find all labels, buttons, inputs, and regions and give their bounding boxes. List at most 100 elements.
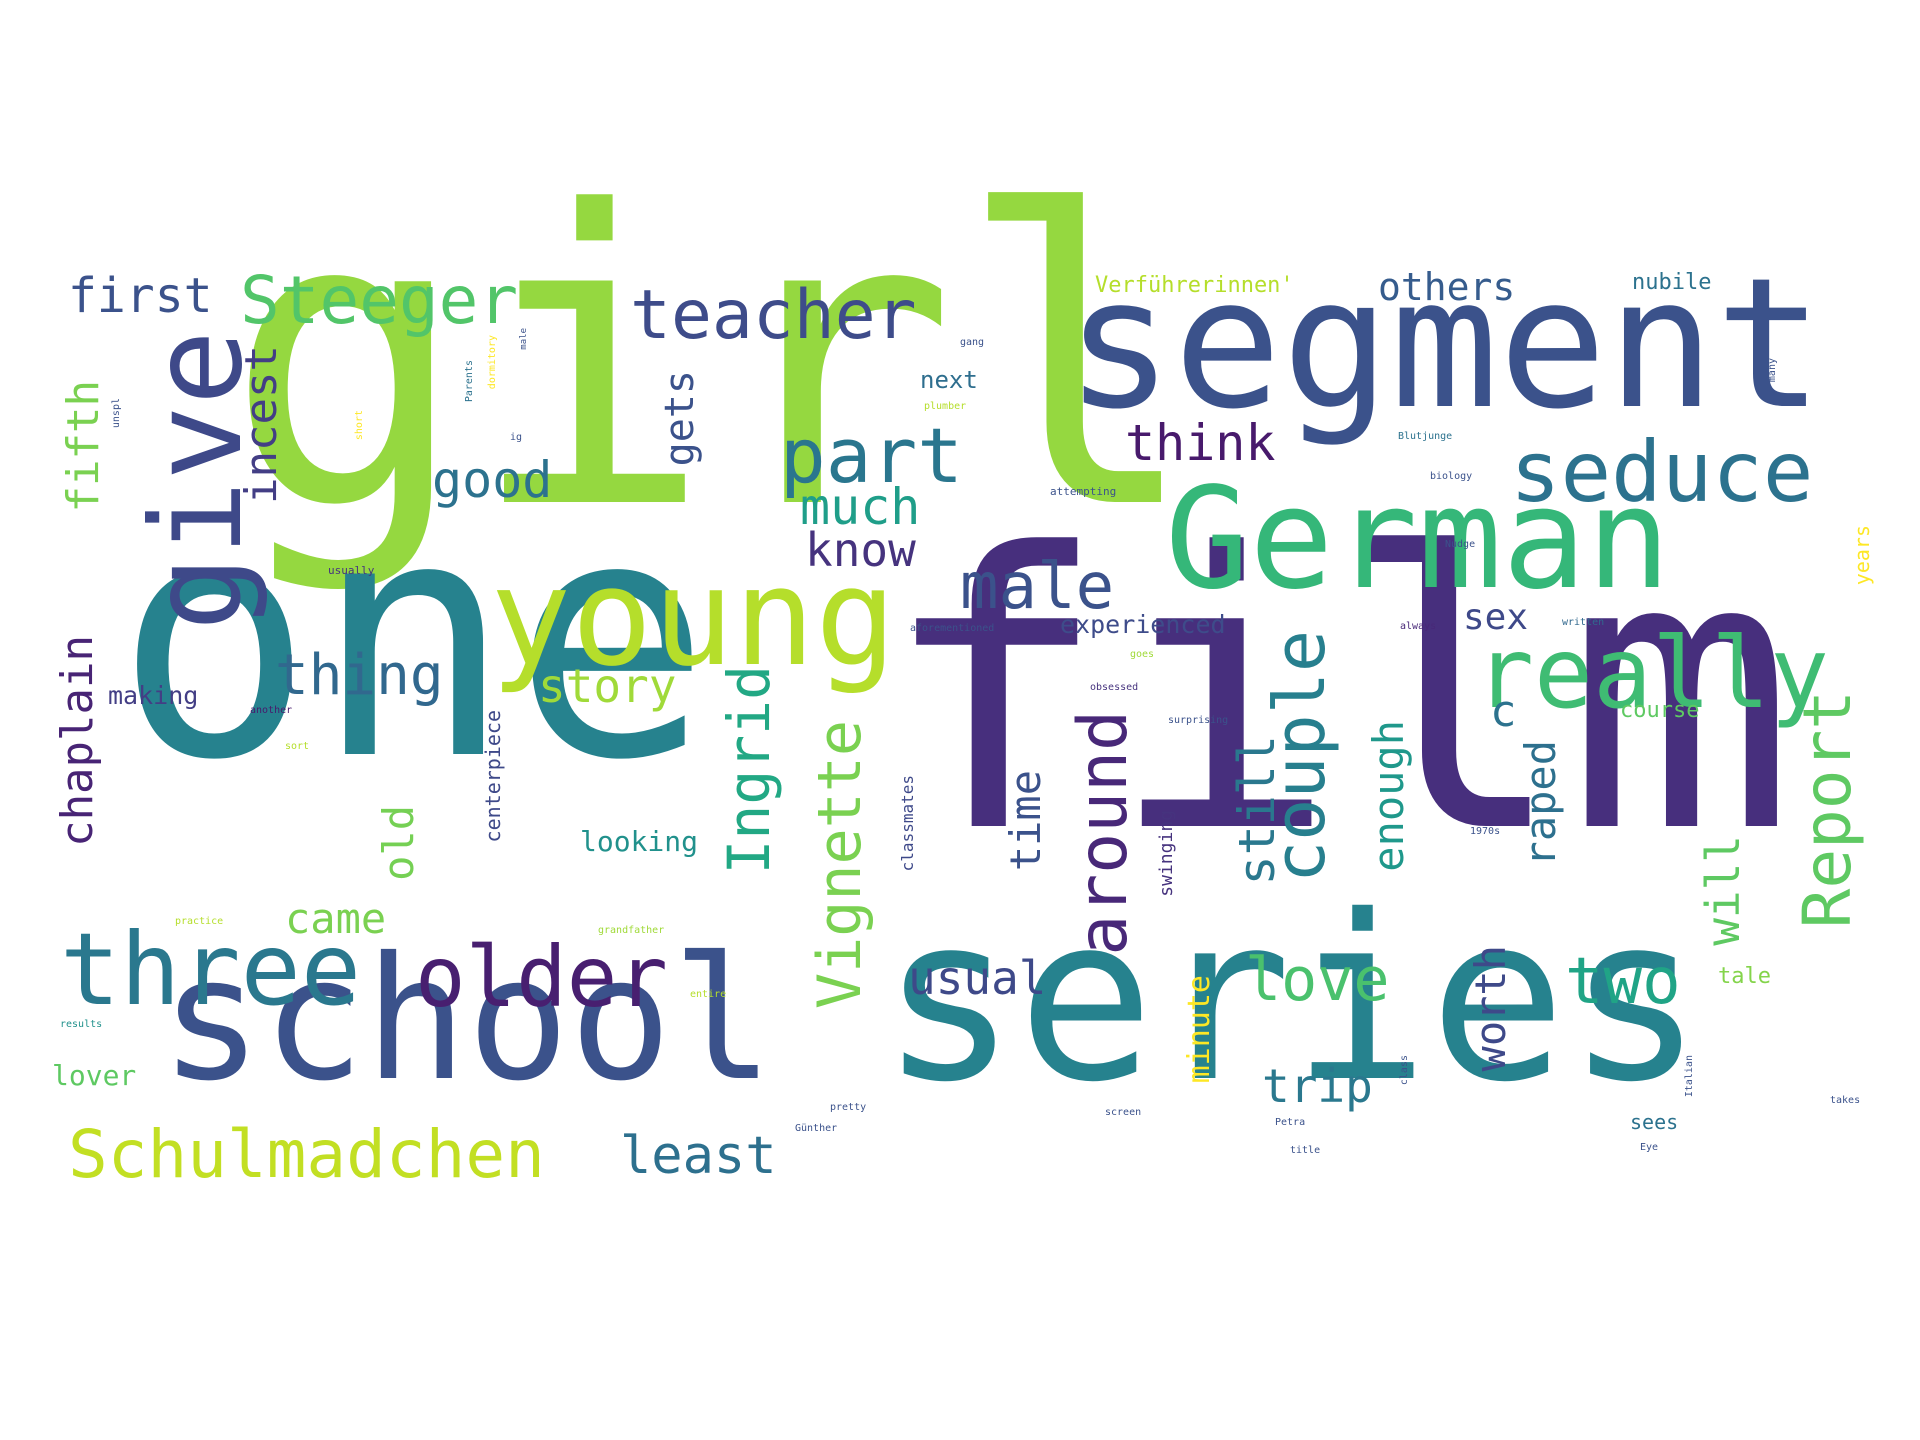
word-older: older: [415, 928, 668, 1026]
word-raped: raped: [1516, 740, 1565, 867]
word-part: part: [780, 411, 964, 500]
word-know: know: [805, 523, 916, 577]
word-Verfuehrerinnen: Verführerinnen': [1095, 273, 1294, 298]
word-around: around: [1064, 710, 1143, 956]
word-thing: thing: [275, 643, 444, 708]
word-another: another: [250, 705, 293, 716]
word-entire: entire: [690, 989, 727, 1000]
word-young: young: [490, 539, 897, 696]
word-lover: lover: [52, 1059, 137, 1092]
word-class: class: [1399, 1055, 1410, 1086]
word-gets: gets: [657, 370, 703, 467]
word-German: German: [1165, 458, 1671, 621]
word-Schulmadchen: Schulmadchen: [68, 1116, 545, 1193]
word-Nudge: Nudge: [1445, 539, 1476, 550]
word-old: old: [374, 805, 423, 881]
word-screen: screen: [1105, 1107, 1142, 1118]
word-girl: girl: [225, 126, 1201, 598]
word-classmates: classmates: [898, 775, 917, 872]
word-will: will: [1696, 835, 1750, 946]
word-usually: usually: [328, 564, 375, 577]
word-short: short: [354, 410, 365, 441]
word-grandfather: grandfather: [598, 925, 665, 936]
word-much: much: [800, 478, 921, 536]
word-trip: trip: [1262, 1059, 1373, 1113]
word-experienced: experienced: [1060, 610, 1226, 639]
word-usual: usual: [908, 951, 1047, 1005]
word-fifth: fifth: [58, 380, 109, 513]
word-Petra: Petra: [1275, 1117, 1306, 1128]
word-unspl: unspl: [111, 398, 122, 429]
word-three: three: [60, 911, 362, 1028]
word-plumber: plumber: [924, 401, 967, 412]
word-sex: sex: [1463, 597, 1529, 638]
word-biology: biology: [1430, 471, 1473, 482]
word-Guenther: Günther: [795, 1123, 838, 1134]
word-Steeger: Steeger: [240, 262, 519, 339]
word-think: think: [1125, 414, 1276, 472]
word-Vignette: Vignette: [805, 720, 875, 1009]
word-attempting: attempting: [1050, 485, 1117, 498]
word-1970s: 1970s: [1470, 826, 1501, 837]
word-written: written: [1562, 617, 1605, 628]
word-goes: goes: [1130, 649, 1155, 660]
word-pretty: pretty: [830, 1102, 867, 1113]
word-least: least: [620, 1126, 777, 1186]
word-school: school: [160, 921, 775, 1119]
word-teacher: teacher: [630, 276, 917, 355]
word-practice: practice: [175, 916, 224, 927]
word-making: making: [108, 681, 199, 710]
word-swinging: swinging: [1156, 810, 1177, 897]
word-always: always: [1400, 621, 1437, 632]
word-Ingrid: Ingrid: [715, 665, 783, 875]
word-sort: sort: [285, 741, 310, 752]
word-aforementioned: aforementioned: [910, 623, 995, 634]
word-worth: worth: [1466, 945, 1515, 1072]
word-segment: segment: [1065, 240, 1824, 449]
word-really: really: [1475, 617, 1830, 731]
word-nubile: nubile: [1632, 270, 1712, 295]
word-seduce: seduce: [1510, 423, 1814, 521]
word-c: c: [1490, 686, 1517, 737]
word-title: title: [1290, 1145, 1321, 1156]
word-looking: looking: [580, 825, 699, 858]
word-love: love: [1245, 945, 1390, 1015]
word-two: two: [1565, 945, 1681, 1019]
word-series: series: [880, 866, 1704, 1132]
word-dormitory: dormitory: [487, 335, 498, 390]
word-enough: enough: [1364, 720, 1413, 872]
word-obsessed: obsessed: [1090, 682, 1139, 693]
word-years: years: [1850, 525, 1874, 586]
word-gang: gang: [960, 337, 985, 348]
word-sees: sees: [1630, 1110, 1679, 1134]
word-others: others: [1378, 265, 1516, 309]
word-story: story: [538, 659, 677, 713]
word-came: came: [285, 894, 387, 943]
word-Blutjunge: Blutjunge: [1398, 431, 1453, 442]
word-still: still: [1228, 735, 1286, 886]
word-many: many: [1767, 358, 1778, 383]
word-good: good: [432, 451, 553, 509]
word-male-small: male: [519, 328, 529, 350]
word-one: one: [115, 448, 712, 832]
word-time: time: [1001, 770, 1050, 872]
word-incest: incest: [236, 345, 287, 504]
word-male: male: [960, 550, 1115, 624]
word-first: first: [68, 268, 213, 324]
word-tale: tale: [1718, 964, 1771, 989]
word-results: results: [60, 1019, 103, 1030]
word-centerpiece: centerpiece: [481, 710, 505, 843]
word-surprising: surprising: [1168, 715, 1229, 726]
word-takes: takes: [1830, 1095, 1861, 1106]
word-Parents: Parents: [464, 360, 475, 403]
word-next: next: [920, 366, 978, 394]
word-ig: ig: [510, 432, 523, 443]
word-minute: minute: [1182, 975, 1217, 1084]
word-course: course: [1620, 698, 1700, 723]
word-film: film: [880, 473, 1796, 916]
word-Eye: Eye: [1640, 1142, 1659, 1153]
word-Italian: Italian: [1684, 1055, 1695, 1098]
word-Report: Report: [1789, 690, 1866, 929]
word-chaplain: chaplain: [52, 635, 103, 847]
